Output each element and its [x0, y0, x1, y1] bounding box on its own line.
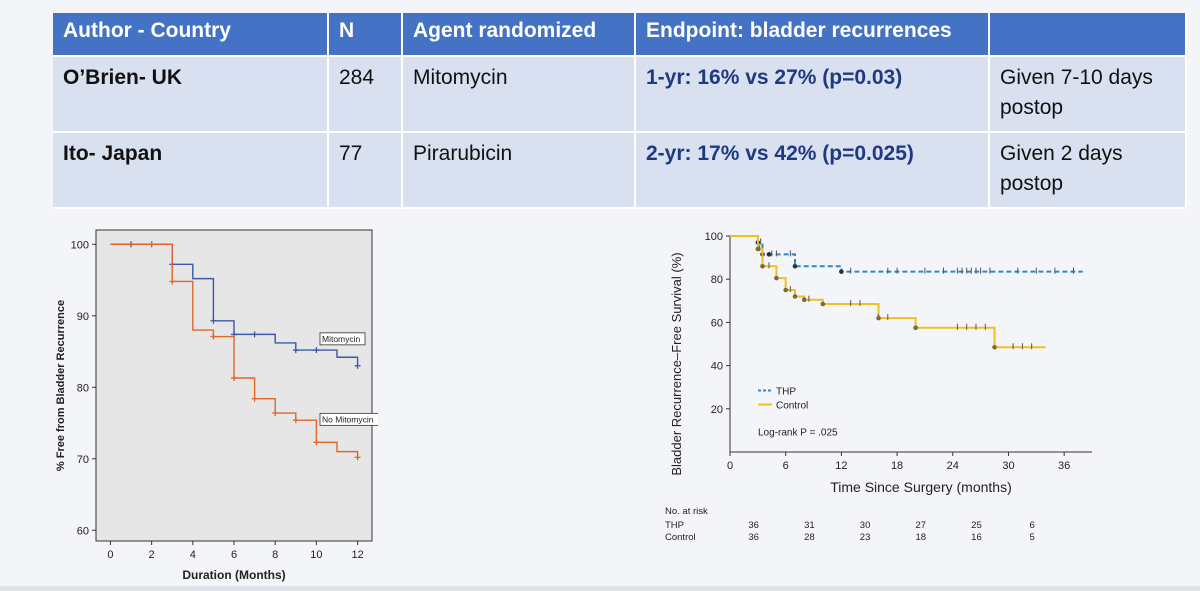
header-n: N — [328, 13, 403, 57]
logrank-annotation: Log-rank P = .025 — [758, 427, 838, 438]
header-author: Author - Country — [53, 13, 329, 57]
x-tick-label: 0 — [107, 549, 113, 561]
event-dot — [774, 275, 779, 281]
x-tick-label: 18 — [891, 460, 903, 472]
event-dot — [913, 325, 918, 331]
risk-table-value: 6 — [1030, 520, 1035, 531]
x-tick-label: 12 — [351, 549, 363, 561]
risk-table-value: 16 — [971, 532, 982, 543]
x-tick-label: 30 — [1002, 460, 1014, 472]
y-tick-label: 40 — [711, 361, 723, 373]
event-dot — [801, 297, 807, 303]
legend-label: Control — [776, 400, 808, 411]
x-tick-label: 0 — [727, 460, 733, 472]
x-tick-label: 8 — [272, 549, 278, 561]
x-tick-label: 10 — [310, 549, 322, 561]
risk-table-value: 28 — [804, 532, 815, 543]
event-dot — [766, 252, 772, 257]
series-label: Mitomycin — [322, 334, 361, 344]
risk-table-value: 23 — [860, 532, 871, 543]
table-row: Ito- Japan 77 Pirarubicin 2-yr: 17% vs 4… — [53, 132, 1187, 209]
x-tick-label: 4 — [190, 549, 196, 561]
header-endpoint: Endpoint: bladder recurrences — [635, 13, 990, 57]
series-label-box — [319, 412, 378, 426]
cell-note: Given 2 days postop — [989, 132, 1187, 209]
bottom-divider — [0, 586, 1200, 591]
y-tick-label: 100 — [705, 231, 723, 243]
risk-table-title: No. at risk — [665, 506, 708, 517]
legend-label: THP — [776, 386, 796, 397]
event-dot — [839, 269, 844, 274]
x-tick-label: 36 — [1058, 460, 1070, 472]
cell-agent: Mitomycin — [402, 56, 636, 133]
y-tick-label: 90 — [77, 311, 89, 323]
x-tick-label: 6 — [231, 549, 237, 561]
risk-table-value: 18 — [915, 532, 926, 543]
y-tick-label: 80 — [711, 274, 723, 286]
series-label: No Mitomycin — [322, 414, 374, 424]
risk-table-row-label: THP — [665, 520, 684, 531]
plot-area — [95, 229, 373, 542]
y-tick-label: 20 — [711, 404, 723, 416]
risk-table-value: 36 — [748, 520, 759, 531]
table-row: O’Brien- UK 284 Mitomycin 1-yr: 16% vs 2… — [53, 56, 1187, 133]
x-tick-label: 2 — [149, 549, 155, 561]
y-tick-label: 60 — [77, 525, 89, 537]
x-tick-label: 6 — [783, 460, 789, 472]
risk-table-value: 31 — [804, 520, 815, 531]
event-dot — [792, 263, 798, 269]
y-tick-label: 80 — [77, 382, 89, 394]
header-notes — [989, 13, 1187, 57]
series-line-1 — [730, 235, 1046, 349]
risk-table-value: 5 — [1030, 532, 1035, 543]
event-dot — [755, 246, 761, 252]
summary-table: Author - Country N Agent randomized Endp… — [53, 13, 1187, 209]
cell-endpoint: 2-yr: 17% vs 42% (p=0.025) — [635, 132, 990, 209]
x-axis-label: Duration (Months) — [182, 568, 285, 582]
series-line-0 — [730, 235, 1083, 273]
left-km-chart: 60 70 80 90 100 0 2 4 6 8 10 12 Duration (Months) % F… — [55, 229, 378, 582]
x-tick-label: 12 — [835, 460, 847, 472]
cell-author: O’Brien- UK — [53, 56, 329, 133]
y-tick-label: 60 — [711, 317, 723, 329]
x-tick-label: 24 — [947, 460, 959, 472]
cell-author: Ito- Japan — [53, 132, 329, 209]
cell-endpoint: 1-yr: 16% vs 27% (p=0.03) — [635, 56, 990, 133]
event-dot — [992, 344, 997, 350]
risk-table-row-label: Control — [665, 532, 696, 543]
cell-n: 284 — [328, 56, 403, 133]
risk-table-value: 30 — [860, 520, 871, 531]
table-header-row: Author - Country N Agent randomized Endp… — [53, 13, 1187, 57]
event-dot — [783, 287, 788, 293]
series-label-box — [319, 332, 366, 346]
header-agent: Agent randomized — [402, 13, 636, 57]
event-dot — [760, 263, 765, 269]
cell-agent: Pirarubicin — [402, 132, 636, 209]
risk-table-value: 27 — [915, 520, 926, 531]
cell-n: 77 — [328, 132, 403, 209]
y-axis-label: % Free from Bladder Recurrence — [55, 300, 67, 471]
x-axis-label: Time Since Surgery (months) — [830, 479, 1012, 495]
risk-table-value: 36 — [748, 532, 759, 543]
event-dot — [820, 301, 826, 307]
cell-note: Given 7-10 days postop — [989, 56, 1187, 133]
event-dot — [876, 315, 881, 321]
event-dot — [792, 294, 798, 299]
y-tick-label: 70 — [77, 454, 89, 466]
y-tick-label: 100 — [71, 239, 89, 251]
y-axis-label: Bladder Recurrence–Free Survival (%) — [669, 252, 684, 475]
right-km-chart: 20 40 60 80 100 0 6 12 18 24 30 36 Time Since Surger… — [665, 231, 1092, 543]
risk-table-value: 25 — [971, 520, 982, 531]
